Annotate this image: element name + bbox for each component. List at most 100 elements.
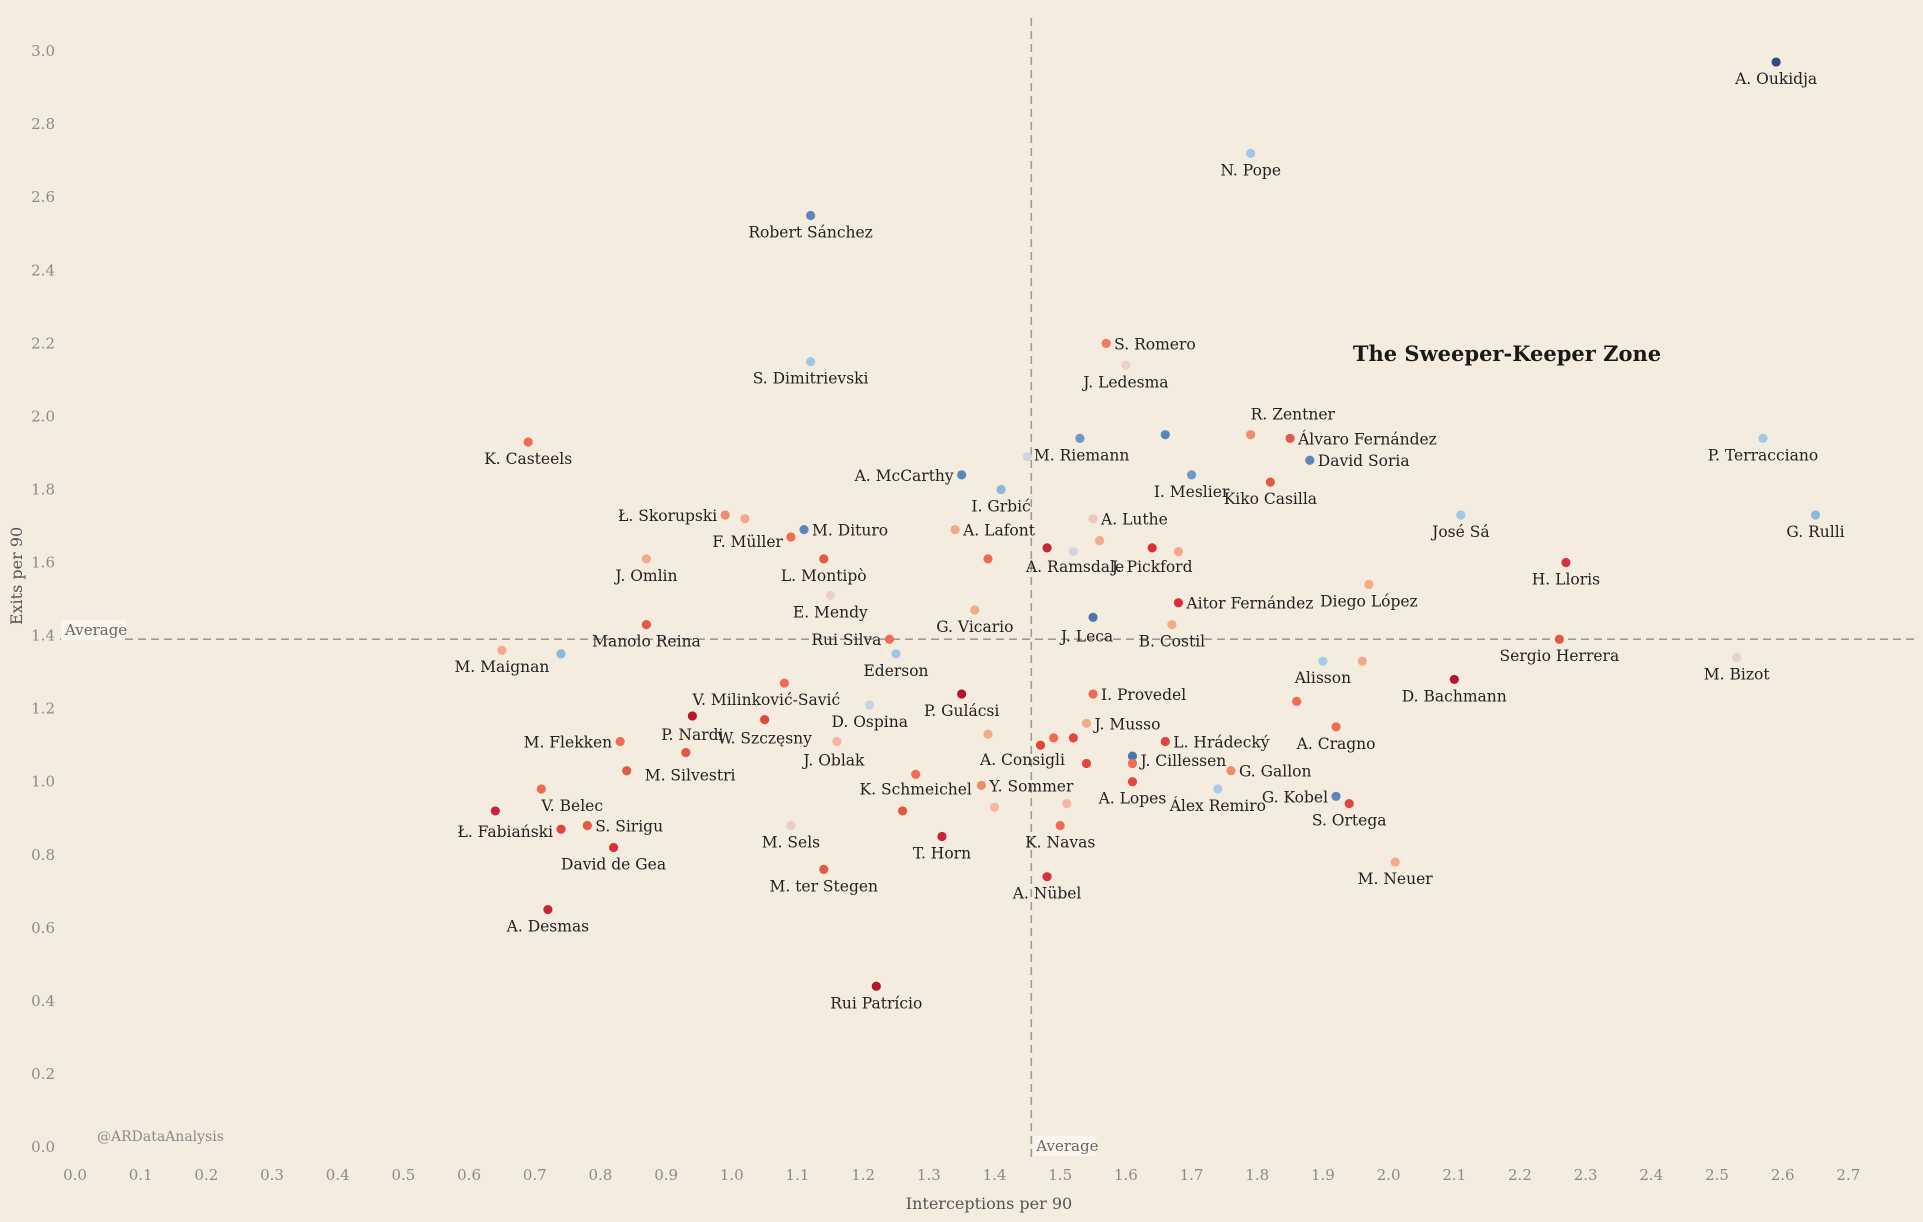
average-x-label: Average — [1035, 1137, 1098, 1155]
label-s-romero: S. Romero — [1114, 335, 1196, 353]
label-y-sommer: Y. Sommer — [988, 777, 1074, 795]
x-tick-label: 0.1 — [129, 1166, 153, 1184]
label-l-montipo: L. Montipò — [781, 567, 867, 585]
point-i-grbic — [996, 484, 1006, 495]
label-alvaro-fernandez: Álvaro Fernández — [1297, 430, 1437, 448]
point-h-lloris — [1561, 557, 1571, 568]
label-rui-patricio: Rui Patrício — [830, 994, 922, 1012]
label-v-milinkovic-savic: V. Milinković-Savić — [692, 691, 841, 709]
x-tick-label: 0.9 — [654, 1166, 678, 1184]
point-m-silvestri — [622, 766, 632, 776]
label-manolo-reina: Manolo Reina — [592, 633, 701, 651]
x-tick-label: 2.6 — [1771, 1166, 1795, 1184]
label-fabianski: Ł. Fabiański — [457, 823, 553, 841]
label-p-nardi: P. Nardi — [661, 726, 723, 744]
label-robert-sanchez: Robert Sánchez — [748, 223, 873, 241]
label-a-luthe: A. Luthe — [1100, 511, 1168, 529]
label-j-ledesma: J. Ledesma — [1081, 373, 1168, 391]
point-m-sels — [786, 820, 796, 831]
label-e-mendy: E. Mendy — [793, 603, 868, 621]
label-f-muller: F. Müller — [712, 533, 783, 551]
point-v-milinkovic-savic — [779, 678, 789, 688]
point-g-vicario — [970, 605, 980, 615]
point-unlabeled — [1022, 451, 1032, 462]
point-l-montipo — [819, 554, 829, 564]
y-tick-label: 1.8 — [31, 480, 55, 498]
point-david-soria — [1305, 455, 1315, 465]
point-m-dituro — [799, 525, 809, 535]
y-tick-label: 2.8 — [31, 115, 55, 133]
label-i-provedel: I. Provedel — [1101, 686, 1186, 704]
point-s-ortega — [1344, 799, 1354, 809]
point-unlabeled — [1068, 733, 1078, 743]
point-m-bizot — [1732, 652, 1742, 663]
label-k-casteels: K. Casteels — [484, 450, 572, 468]
x-tick-label: 1.5 — [1048, 1166, 1072, 1184]
point-s-dimitrievski — [806, 357, 816, 367]
y-tick-label: 0.4 — [31, 992, 55, 1010]
label-s-ortega: S. Ortega — [1312, 812, 1387, 830]
point-g-gallon — [1226, 766, 1236, 776]
label-d-ospina: D. Ospina — [831, 713, 908, 731]
label-v-belec: V. Belec — [540, 797, 603, 815]
label-m-dituro: M. Dituro — [812, 522, 888, 540]
point-a-lafont — [950, 525, 960, 535]
point-a-oukidja — [1771, 57, 1781, 67]
x-tick-label: 2.1 — [1442, 1166, 1466, 1184]
point-a-consigli — [1035, 740, 1046, 750]
x-tick-label: 1.2 — [851, 1166, 875, 1184]
point-g-kobel — [1331, 791, 1341, 801]
label-a-desmas: A. Desmas — [506, 918, 590, 936]
point-alvaro-fernandez — [1285, 433, 1295, 443]
point-f-muller — [786, 532, 796, 542]
y-tick-label: 0.8 — [31, 846, 55, 864]
point-unlabeled — [490, 806, 500, 816]
point-p-gulacsi — [957, 689, 967, 699]
label-a-mccarthy: A. McCarthy — [854, 467, 954, 485]
y-tick-label: 3.0 — [31, 42, 55, 60]
point-unlabeled — [1095, 536, 1105, 546]
label-s-dimitrievski: S. Dimitrievski — [753, 370, 869, 388]
point-w-szczesny — [760, 714, 770, 725]
label-jose-sa: José Sá — [1430, 523, 1489, 541]
x-tick-label: 1.1 — [786, 1166, 810, 1184]
point-unlabeled — [681, 747, 691, 758]
average-y-label-bg — [61, 620, 125, 641]
point-unlabeled — [1127, 758, 1138, 769]
label-p-gulacsi: P. Gulácsi — [924, 702, 999, 720]
label-j-pickford: J. Pickford — [1110, 558, 1193, 576]
point-manolo-reina — [641, 620, 652, 630]
point-i-provedel — [1088, 689, 1098, 699]
data-points — [490, 57, 1821, 991]
y-tick-label: 1.0 — [31, 773, 55, 791]
point-j-cillessen — [1127, 751, 1138, 761]
point-k-schmeichel — [911, 769, 921, 779]
label-a-nubel: A. Nübel — [1012, 885, 1082, 903]
x-tick-label: 2.4 — [1639, 1166, 1663, 1184]
label-a-cragno: A. Cragno — [1296, 735, 1376, 753]
y-tick-label: 1.6 — [31, 554, 55, 572]
label-g-kobel: G. Kobel — [1262, 788, 1328, 806]
point-unlabeled — [556, 649, 566, 659]
point-rui-patricio — [871, 981, 881, 991]
y-tick-label: 0.0 — [31, 1138, 55, 1156]
point-l-hradecky — [1160, 736, 1170, 747]
label-m-maignan: M. Maignan — [454, 658, 549, 676]
label-n-pope: N. Pope — [1220, 161, 1281, 179]
label-j-oblak: J. Oblak — [801, 752, 865, 770]
label-k-schmeichel: K. Schmeichel — [860, 780, 972, 798]
point-m-flekken — [615, 736, 625, 747]
label-d-bachmann: D. Bachmann — [1402, 687, 1507, 705]
label-h-lloris: H. Lloris — [1532, 571, 1600, 589]
label-m-silvestri: M. Silvestri — [645, 767, 736, 785]
x-tick-label: 0.3 — [260, 1166, 284, 1184]
x-axis-label: Interceptions per 90 — [906, 1194, 1072, 1213]
point-david-de-gea — [608, 842, 619, 853]
label-sergio-herrera: Sergio Herrera — [1500, 647, 1620, 665]
x-tick-label: 2.7 — [1836, 1166, 1860, 1184]
point-unlabeled — [1081, 758, 1092, 769]
label-skorupski: Ł. Skorupski — [618, 507, 717, 525]
point-labels: A. Oukidja N. Pope Robert Sánchez S. Romero… — [454, 70, 1844, 1012]
credit-text: @ARDataAnalysis — [97, 1129, 224, 1145]
